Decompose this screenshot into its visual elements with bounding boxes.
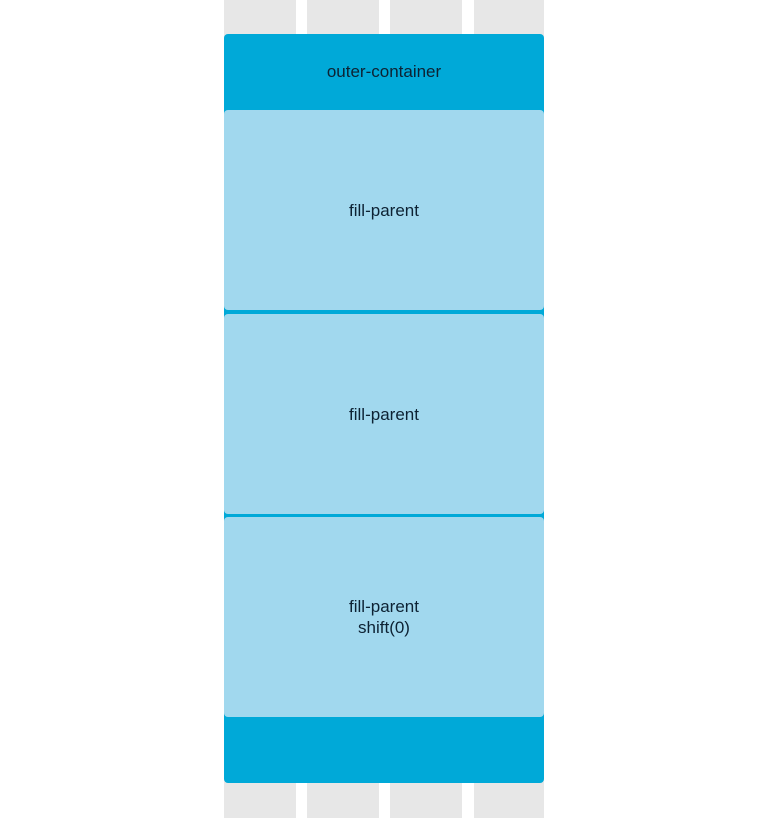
outer-container-label: outer-container [326, 62, 442, 81]
child-label-3: fill-parent [349, 597, 419, 616]
child-label-2: fill-parent [349, 404, 419, 424]
fill-parent-box-2: fill-parent [224, 314, 544, 514]
child-label-1: fill-parent [349, 200, 419, 220]
fill-parent-box-1: fill-parent [224, 110, 544, 310]
child-sublabel-3: shift(0) [358, 618, 410, 637]
outer-container-box: outer-container fill-parent fill-parent … [224, 34, 544, 783]
fill-parent-box-3: fill-parent shift(0) [224, 517, 544, 717]
